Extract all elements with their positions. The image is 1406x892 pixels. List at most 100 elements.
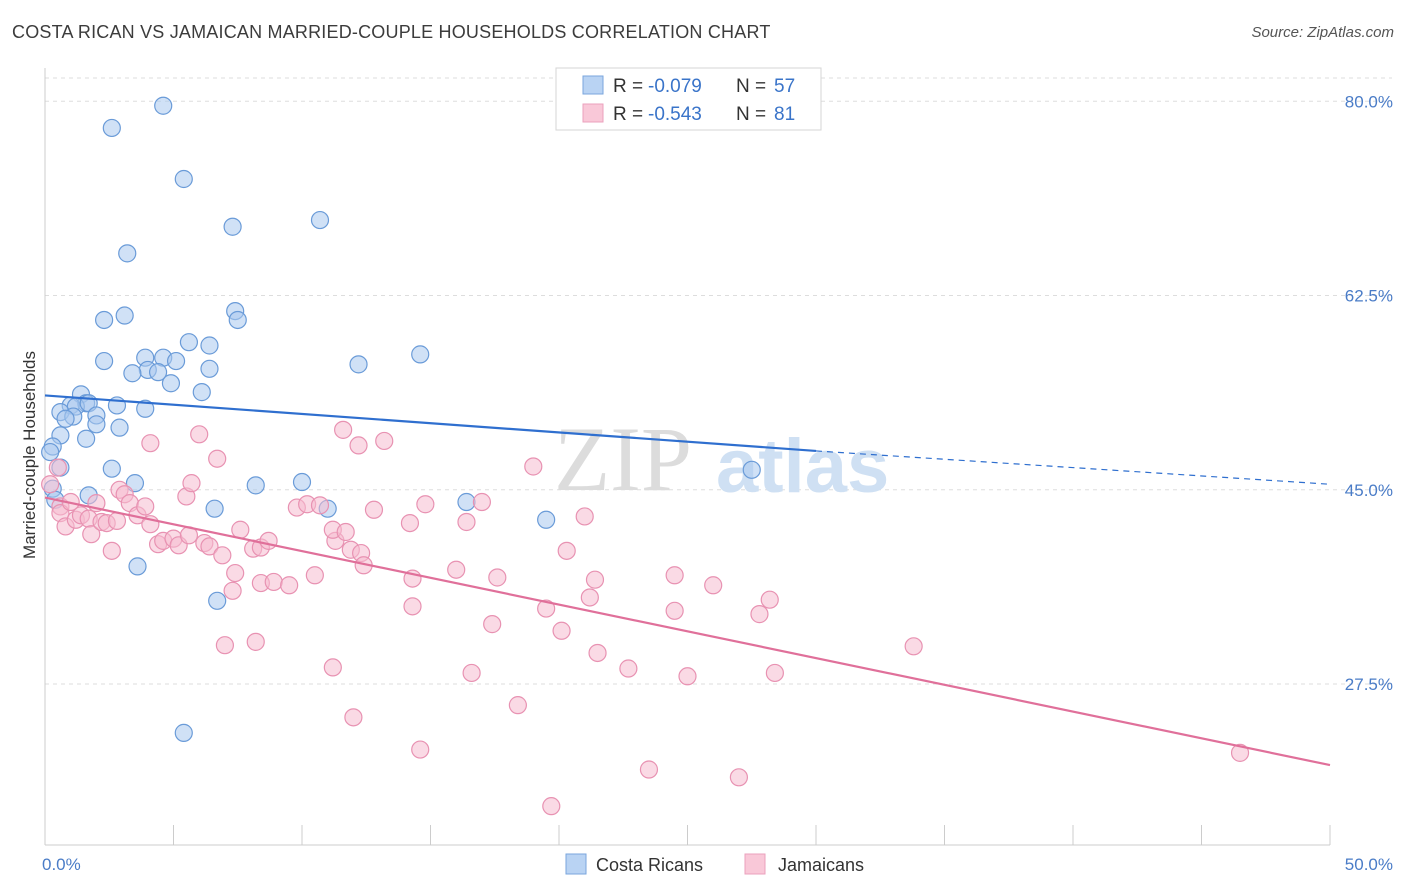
jamaican-point: [403, 597, 422, 616]
jamaican-point: [557, 541, 576, 560]
jamaican-point: [48, 458, 67, 477]
jamaican-point: [904, 637, 923, 656]
costa-rican-point: [205, 499, 224, 518]
legend-r-label-2: R =: [613, 104, 643, 125]
jamaican-point: [457, 512, 476, 532]
jamaican-point: [619, 659, 638, 678]
jamaican-point: [82, 525, 101, 544]
jamaican-point: [580, 588, 599, 607]
jamaican-point: [208, 449, 227, 468]
y-tick-label: 62.5%: [1345, 287, 1393, 306]
jamaican-point: [334, 420, 353, 439]
costa-rican-point: [349, 355, 368, 374]
chart-source: Source: ZipAtlas.com: [1251, 24, 1394, 41]
grid-lines: [45, 77, 1392, 685]
jamaican-point: [246, 632, 265, 651]
costa-rican-point: [56, 409, 75, 428]
jamaican-point: [665, 566, 684, 585]
legend-r-value-2: -0.543: [648, 104, 702, 125]
x-tick-label: 0.0%: [42, 855, 81, 874]
costa-rican-point: [457, 492, 476, 512]
jamaican-point: [508, 696, 527, 715]
jamaican-point: [729, 768, 749, 787]
costa-rican-trendline-extension: [815, 450, 1331, 485]
jamaican-point: [344, 708, 363, 727]
x-tick-label: 50.0%: [1345, 855, 1393, 874]
costa-rican-point: [136, 399, 155, 418]
jamaican-point: [375, 431, 394, 451]
jamaican-point: [575, 507, 594, 526]
costa-rican-point: [102, 459, 121, 478]
costa-rican-trendline: [44, 394, 817, 453]
trend-lines: [44, 394, 1331, 767]
costa-rican-point: [154, 96, 173, 115]
y-axis-label: Married-couple Households: [20, 351, 39, 559]
series-legend: Costa Ricans Jamaicans: [565, 853, 864, 875]
costa-rican-point: [246, 476, 265, 495]
costa-rican-point: [125, 474, 145, 493]
jamaican-point: [305, 566, 324, 585]
costa-rican-point: [411, 345, 430, 364]
jamaican-point: [215, 636, 234, 655]
costa-rican-point: [292, 472, 312, 492]
legend-r-label-1: R =: [613, 76, 643, 97]
costa-rican-point: [742, 460, 761, 479]
jamaican-point: [400, 513, 420, 533]
chart-title: COSTA RICAN VS JAMAICAN MARRIED-COUPLE H…: [12, 22, 771, 42]
watermark-atlas: atlas: [716, 424, 889, 509]
costa-rican-point: [102, 118, 121, 138]
jamaican-point: [488, 568, 507, 587]
jamaican-point: [41, 475, 60, 494]
costa-rican-point: [110, 418, 129, 437]
jamaican-point: [588, 643, 607, 663]
legend-swatch-blue: [582, 75, 604, 95]
costa-rican-point: [77, 429, 96, 448]
costa-rican-point: [228, 310, 247, 330]
jamaican-point: [542, 797, 561, 816]
jamaican-point: [765, 663, 784, 683]
jamaican-point: [102, 541, 121, 560]
jamaican-point: [524, 457, 543, 476]
legend-n-label-2: N =: [736, 104, 766, 125]
costa-rican-point: [95, 310, 114, 330]
costa-rican-point: [41, 442, 60, 462]
jamaican-point: [190, 425, 209, 444]
jamaican-point: [310, 496, 330, 515]
y-tick-label: 80.0%: [1345, 92, 1393, 111]
jamaican-point: [462, 663, 481, 683]
watermark: ZIP atlas: [554, 408, 889, 510]
costa-rican-point: [310, 210, 330, 230]
costa-rican-point: [123, 364, 142, 383]
costa-rican-point: [118, 244, 137, 263]
costa-rican-point: [174, 169, 193, 189]
jamaican-point: [678, 667, 697, 686]
jamaican-point: [665, 601, 684, 620]
jamaican-point: [447, 560, 466, 579]
legend-swatch-pink: [582, 103, 604, 123]
jamaican-point: [483, 615, 502, 634]
jamaican-point: [639, 760, 659, 779]
jamaican-point: [200, 537, 219, 556]
jamaican-point: [585, 570, 605, 589]
legend-costa-ricans-swatch: [565, 853, 587, 875]
jamaican-point: [1230, 743, 1250, 762]
jamaican-point: [141, 434, 160, 453]
jamaican-point: [760, 590, 779, 609]
costa-rican-point: [174, 723, 193, 742]
costa-rican-point: [128, 557, 147, 576]
costa-rican-point: [148, 363, 168, 382]
jamaican-point: [364, 500, 384, 519]
jamaican-point: [223, 581, 242, 600]
legend-n-label-1: N =: [736, 76, 766, 97]
jamaican-point: [226, 563, 245, 583]
jamaican-point: [323, 658, 342, 677]
watermark-zip: ZIP: [554, 408, 692, 510]
costa-rican-point: [87, 415, 106, 434]
legend-n-value-2: 81: [774, 104, 795, 125]
jamaican-point: [259, 531, 278, 550]
costa-rican-point: [208, 591, 227, 610]
costa-rican-point: [166, 351, 186, 371]
jamaican-point: [411, 740, 430, 759]
legend-r-value-1: -0.079: [648, 76, 702, 97]
